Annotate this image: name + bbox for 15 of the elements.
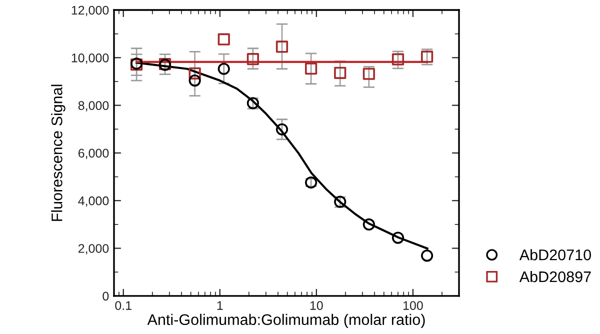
x-tick-label: 10 [310, 301, 323, 310]
legend-label: AbD20897 [519, 270, 591, 282]
y-tick-label: 2,000 [78, 244, 109, 254]
y-tick-label: 6,000 [78, 148, 109, 160]
x-axis-title: Anti-Golimumab:Golimumab (molar ratio) [147, 314, 425, 328]
x-tick-label: 1 [217, 301, 223, 310]
y-tick-label: 4,000 [78, 196, 109, 207]
y-tick-label: 12,000 [72, 6, 109, 16]
y-axis-title: Fluorescence Signal [51, 84, 66, 221]
y-tick-label: 0 [102, 292, 109, 301]
x-tick-label: 100 [403, 301, 423, 310]
y-tick-label: 8,000 [78, 101, 109, 112]
x-tick-label: 0.1 [115, 301, 132, 310]
legend-label: AbD20710 [519, 249, 591, 260]
y-tick-label: 10,000 [72, 53, 109, 64]
